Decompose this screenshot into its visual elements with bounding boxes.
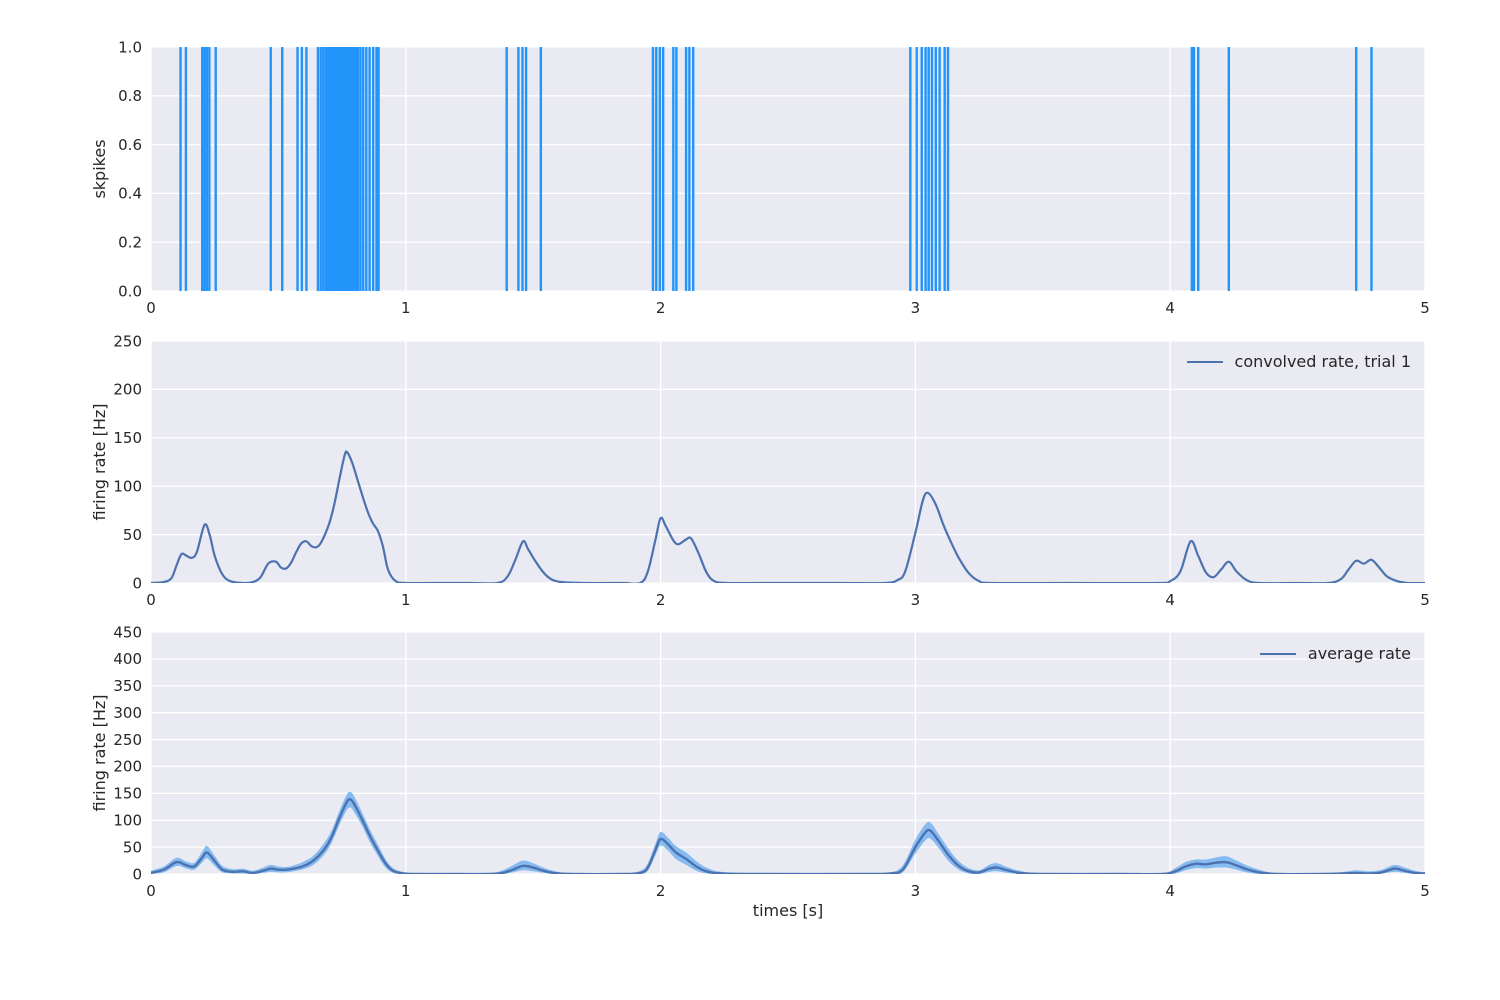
y-tick-label: 0.0 bbox=[118, 282, 142, 300]
y-tick-label: 100 bbox=[113, 811, 142, 829]
x-tick-label: 3 bbox=[911, 299, 921, 317]
panel-1-content bbox=[151, 450, 1425, 583]
legend-line-sample-icon bbox=[1259, 653, 1296, 655]
x-tick-label: 2 bbox=[656, 591, 666, 609]
x-tick-label: 3 bbox=[911, 591, 921, 609]
y-tick-label: 400 bbox=[113, 650, 142, 668]
y-tick-label: 1.0 bbox=[118, 38, 142, 56]
y-axis-label-firing-rate-middle: firing rate [Hz] bbox=[90, 403, 109, 521]
x-axis-label-times: times [s] bbox=[752, 901, 824, 920]
x-tick-label: 2 bbox=[656, 299, 666, 317]
y-tick-label: 450 bbox=[113, 623, 142, 641]
convolved-rate-line bbox=[151, 450, 1425, 583]
x-tick-label: 5 bbox=[1420, 299, 1430, 317]
x-tick-label: 0 bbox=[146, 299, 156, 317]
y-tick-label: 0 bbox=[132, 574, 142, 592]
y-tick-label: 0.6 bbox=[118, 136, 142, 154]
y-tick-label: 100 bbox=[113, 477, 142, 495]
x-tick-label: 5 bbox=[1420, 882, 1430, 900]
y-axis-label-firing-rate-bottom: firing rate [Hz] bbox=[90, 694, 109, 812]
y-tick-label: 0.8 bbox=[118, 87, 142, 105]
x-tick-label: 1 bbox=[401, 591, 411, 609]
x-tick-label: 0 bbox=[146, 882, 156, 900]
plot-background bbox=[151, 341, 1425, 583]
tick-labels: 0 1 2 3 4 5 0.0 0.2 0.4 0.6 0.8 1.0 bbox=[118, 38, 1430, 317]
legend-average-rate: average rate bbox=[1259, 644, 1411, 663]
x-tick-label: 2 bbox=[656, 882, 666, 900]
x-tick-label: 4 bbox=[1165, 882, 1175, 900]
spike-raster bbox=[179, 47, 1373, 291]
x-tick-label: 3 bbox=[911, 882, 921, 900]
x-tick-label: 5 bbox=[1420, 591, 1430, 609]
panel-0: 0 1 2 3 4 5 0.0 0.2 0.4 0.6 0.8 1.0 bbox=[118, 38, 1430, 317]
legend-convolved-rate: convolved rate, trial 1 bbox=[1186, 352, 1411, 371]
y-tick-label: 50 bbox=[123, 526, 142, 544]
y-tick-label: 250 bbox=[113, 332, 142, 350]
y-tick-label: 50 bbox=[123, 838, 142, 856]
legend-label: average rate bbox=[1307, 644, 1411, 663]
plot-background bbox=[151, 632, 1425, 874]
legend-line-sample-icon bbox=[1186, 361, 1223, 363]
legend-label: convolved rate, trial 1 bbox=[1234, 352, 1411, 371]
panel-2-content bbox=[151, 791, 1425, 874]
y-tick-label: 150 bbox=[113, 785, 142, 803]
y-tick-label: 300 bbox=[113, 704, 142, 722]
y-tick-label: 200 bbox=[113, 758, 142, 776]
x-tick-label: 1 bbox=[401, 299, 411, 317]
y-tick-label: 0 bbox=[132, 865, 142, 883]
y-tick-label: 150 bbox=[113, 429, 142, 447]
x-tick-label: 0 bbox=[146, 591, 156, 609]
x-tick-label: 1 bbox=[401, 882, 411, 900]
y-tick-label: 0.2 bbox=[118, 233, 142, 251]
y-tick-label: 350 bbox=[113, 677, 142, 695]
x-tick-label: 4 bbox=[1165, 591, 1175, 609]
x-tick-label: 4 bbox=[1165, 299, 1175, 317]
y-tick-label: 250 bbox=[113, 731, 142, 749]
y-axis-label-spikes: skpikes bbox=[90, 139, 109, 199]
y-tick-label: 0.4 bbox=[118, 185, 142, 203]
y-tick-label: 200 bbox=[113, 381, 142, 399]
average-rate-mean-line bbox=[151, 798, 1425, 874]
panel-0-content bbox=[179, 47, 1373, 291]
